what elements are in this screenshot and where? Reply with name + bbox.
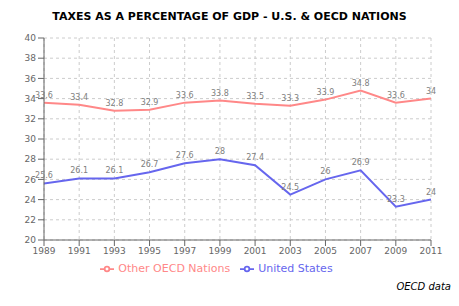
svg-text:26: 26 [24, 174, 36, 185]
svg-text:2009: 2009 [384, 246, 407, 256]
svg-text:24.5: 24.5 [281, 183, 299, 192]
svg-text:38: 38 [25, 53, 37, 63]
svg-text:34: 34 [426, 87, 436, 96]
svg-text:30: 30 [25, 134, 37, 144]
svg-text:32.8: 32.8 [105, 99, 123, 108]
svg-text:26.1: 26.1 [70, 166, 88, 175]
svg-text:26.1: 26.1 [105, 166, 123, 175]
html-text:Other OECD Nations: Other OECD Nations [118, 262, 231, 275]
svg-text:33.6: 33.6 [176, 91, 194, 100]
svg-text:24: 24 [25, 195, 37, 205]
svg-text:33.4: 33.4 [70, 93, 88, 102]
svg-text:23.3: 23.3 [387, 195, 405, 204]
svg-text:20: 20 [25, 235, 37, 245]
svg-text:1991: 1991 [68, 246, 91, 256]
svg-text:34.8: 34.8 [352, 79, 370, 88]
svg-text:40: 40 [25, 33, 37, 43]
svg-text:26.7: 26.7 [141, 160, 159, 169]
svg-text:36: 36 [25, 74, 37, 84]
svg-text:2007: 2007 [349, 246, 372, 256]
svg-text:28: 28 [215, 147, 225, 156]
svg-text:2011: 2011 [420, 246, 443, 256]
html-text:TAXES AS A PERCENTAGE OF GDP -: TAXES AS A PERCENTAGE OF GDP - U.S. & OE… [52, 10, 407, 23]
svg-text:27.6: 27.6 [176, 151, 194, 160]
svg-text:33.3: 33.3 [281, 94, 299, 103]
svg-text:33.8: 33.8 [211, 89, 229, 98]
svg-text:2001: 2001 [244, 246, 267, 256]
svg-text:1989: 1989 [33, 246, 56, 256]
svg-text:26: 26 [320, 167, 330, 176]
svg-text:1997: 1997 [173, 246, 196, 256]
svg-text:32.9: 32.9 [141, 98, 159, 107]
svg-text:22: 22 [25, 215, 36, 225]
svg-text:1999: 1999 [208, 246, 231, 256]
svg-text:32: 32 [25, 114, 36, 124]
svg-text:2003: 2003 [279, 246, 302, 256]
svg-text:28: 28 [25, 154, 37, 164]
svg-text:33.9: 33.9 [317, 88, 335, 97]
svg-text:26.9: 26.9 [352, 158, 370, 167]
svg-text:33.6: 33.6 [35, 91, 53, 100]
html-text:United States: United States [258, 262, 333, 275]
svg-text:1995: 1995 [138, 246, 161, 256]
html-text:OECD data: OECD data [396, 281, 451, 292]
svg-text:24: 24 [426, 188, 436, 197]
svg-text:33.6: 33.6 [387, 91, 405, 100]
svg-text:1993: 1993 [103, 246, 126, 256]
svg-text:34: 34 [24, 93, 36, 104]
svg-text:25.6: 25.6 [35, 171, 53, 180]
svg-text:2005: 2005 [314, 246, 337, 256]
svg-text:27.4: 27.4 [246, 153, 264, 162]
svg-text:33.5: 33.5 [246, 92, 264, 101]
